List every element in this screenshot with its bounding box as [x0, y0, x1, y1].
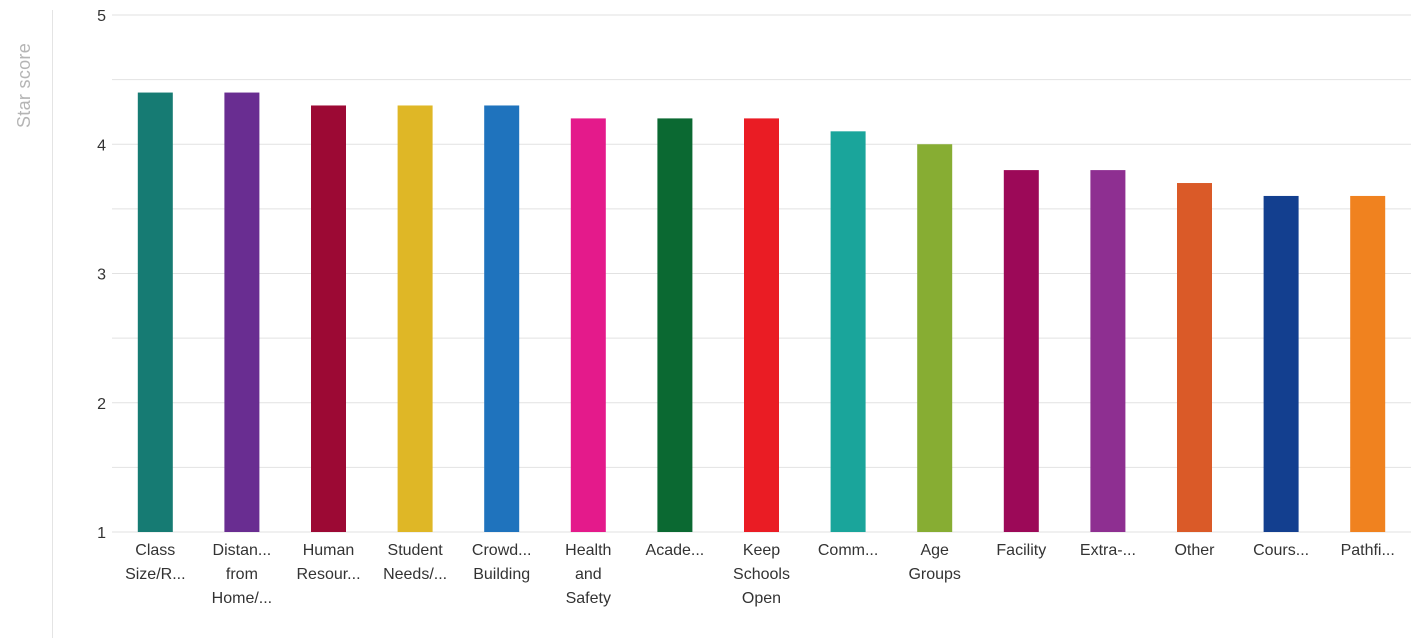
x-tick-label: Age Groups	[908, 542, 960, 583]
bar[interactable]	[570, 118, 606, 533]
bar[interactable]	[224, 92, 260, 533]
bar[interactable]	[744, 118, 779, 533]
y-tick-labels: 1 2 3 4 5	[97, 8, 106, 542]
bar[interactable]	[917, 144, 953, 532]
bar[interactable]	[830, 131, 866, 532]
bar[interactable]	[1350, 195, 1386, 532]
x-tick-label: Crowd... Building	[472, 542, 532, 583]
bar[interactable]	[1003, 170, 1039, 532]
y-tick-label: 1	[97, 525, 106, 542]
bar[interactable]	[137, 92, 173, 533]
x-tick-label: Facility	[996, 542, 1046, 559]
bars	[137, 92, 1386, 533]
x-tick-label: Other	[1174, 542, 1215, 559]
bar[interactable]	[397, 105, 433, 532]
y-tick-label: 5	[97, 8, 106, 25]
x-tick-label: Health and Safety	[565, 542, 611, 607]
x-tick-label: Human Resour...	[296, 542, 360, 583]
y-tick-label: 4	[97, 137, 106, 154]
x-tick-label: Extra-...	[1080, 542, 1136, 559]
y-tick-label: 3	[97, 267, 106, 284]
bar[interactable]	[1090, 170, 1126, 532]
x-tick-label: Acade...	[646, 542, 705, 559]
bar[interactable]	[1177, 183, 1212, 532]
bar[interactable]	[1263, 195, 1299, 532]
x-tick-label: Class Size/R...	[125, 542, 185, 583]
x-tick-label: Student Needs/...	[383, 542, 447, 583]
x-tick-label: Pathfi...	[1341, 542, 1395, 559]
y-tick-label: 2	[97, 396, 106, 413]
bar[interactable]	[311, 105, 346, 532]
x-tick-label: Cours...	[1253, 542, 1309, 559]
x-tick-label: Comm...	[818, 542, 878, 559]
x-tick-label: Keep Schools Open	[733, 542, 790, 607]
y-axis-line	[52, 10, 53, 638]
bar[interactable]	[484, 105, 520, 532]
bar[interactable]	[657, 118, 693, 533]
x-tick-labels: Class Size/R... Distan... from Home/... Human…	[125, 542, 1395, 607]
x-tick-label: Distan... from Home/...	[212, 542, 272, 607]
